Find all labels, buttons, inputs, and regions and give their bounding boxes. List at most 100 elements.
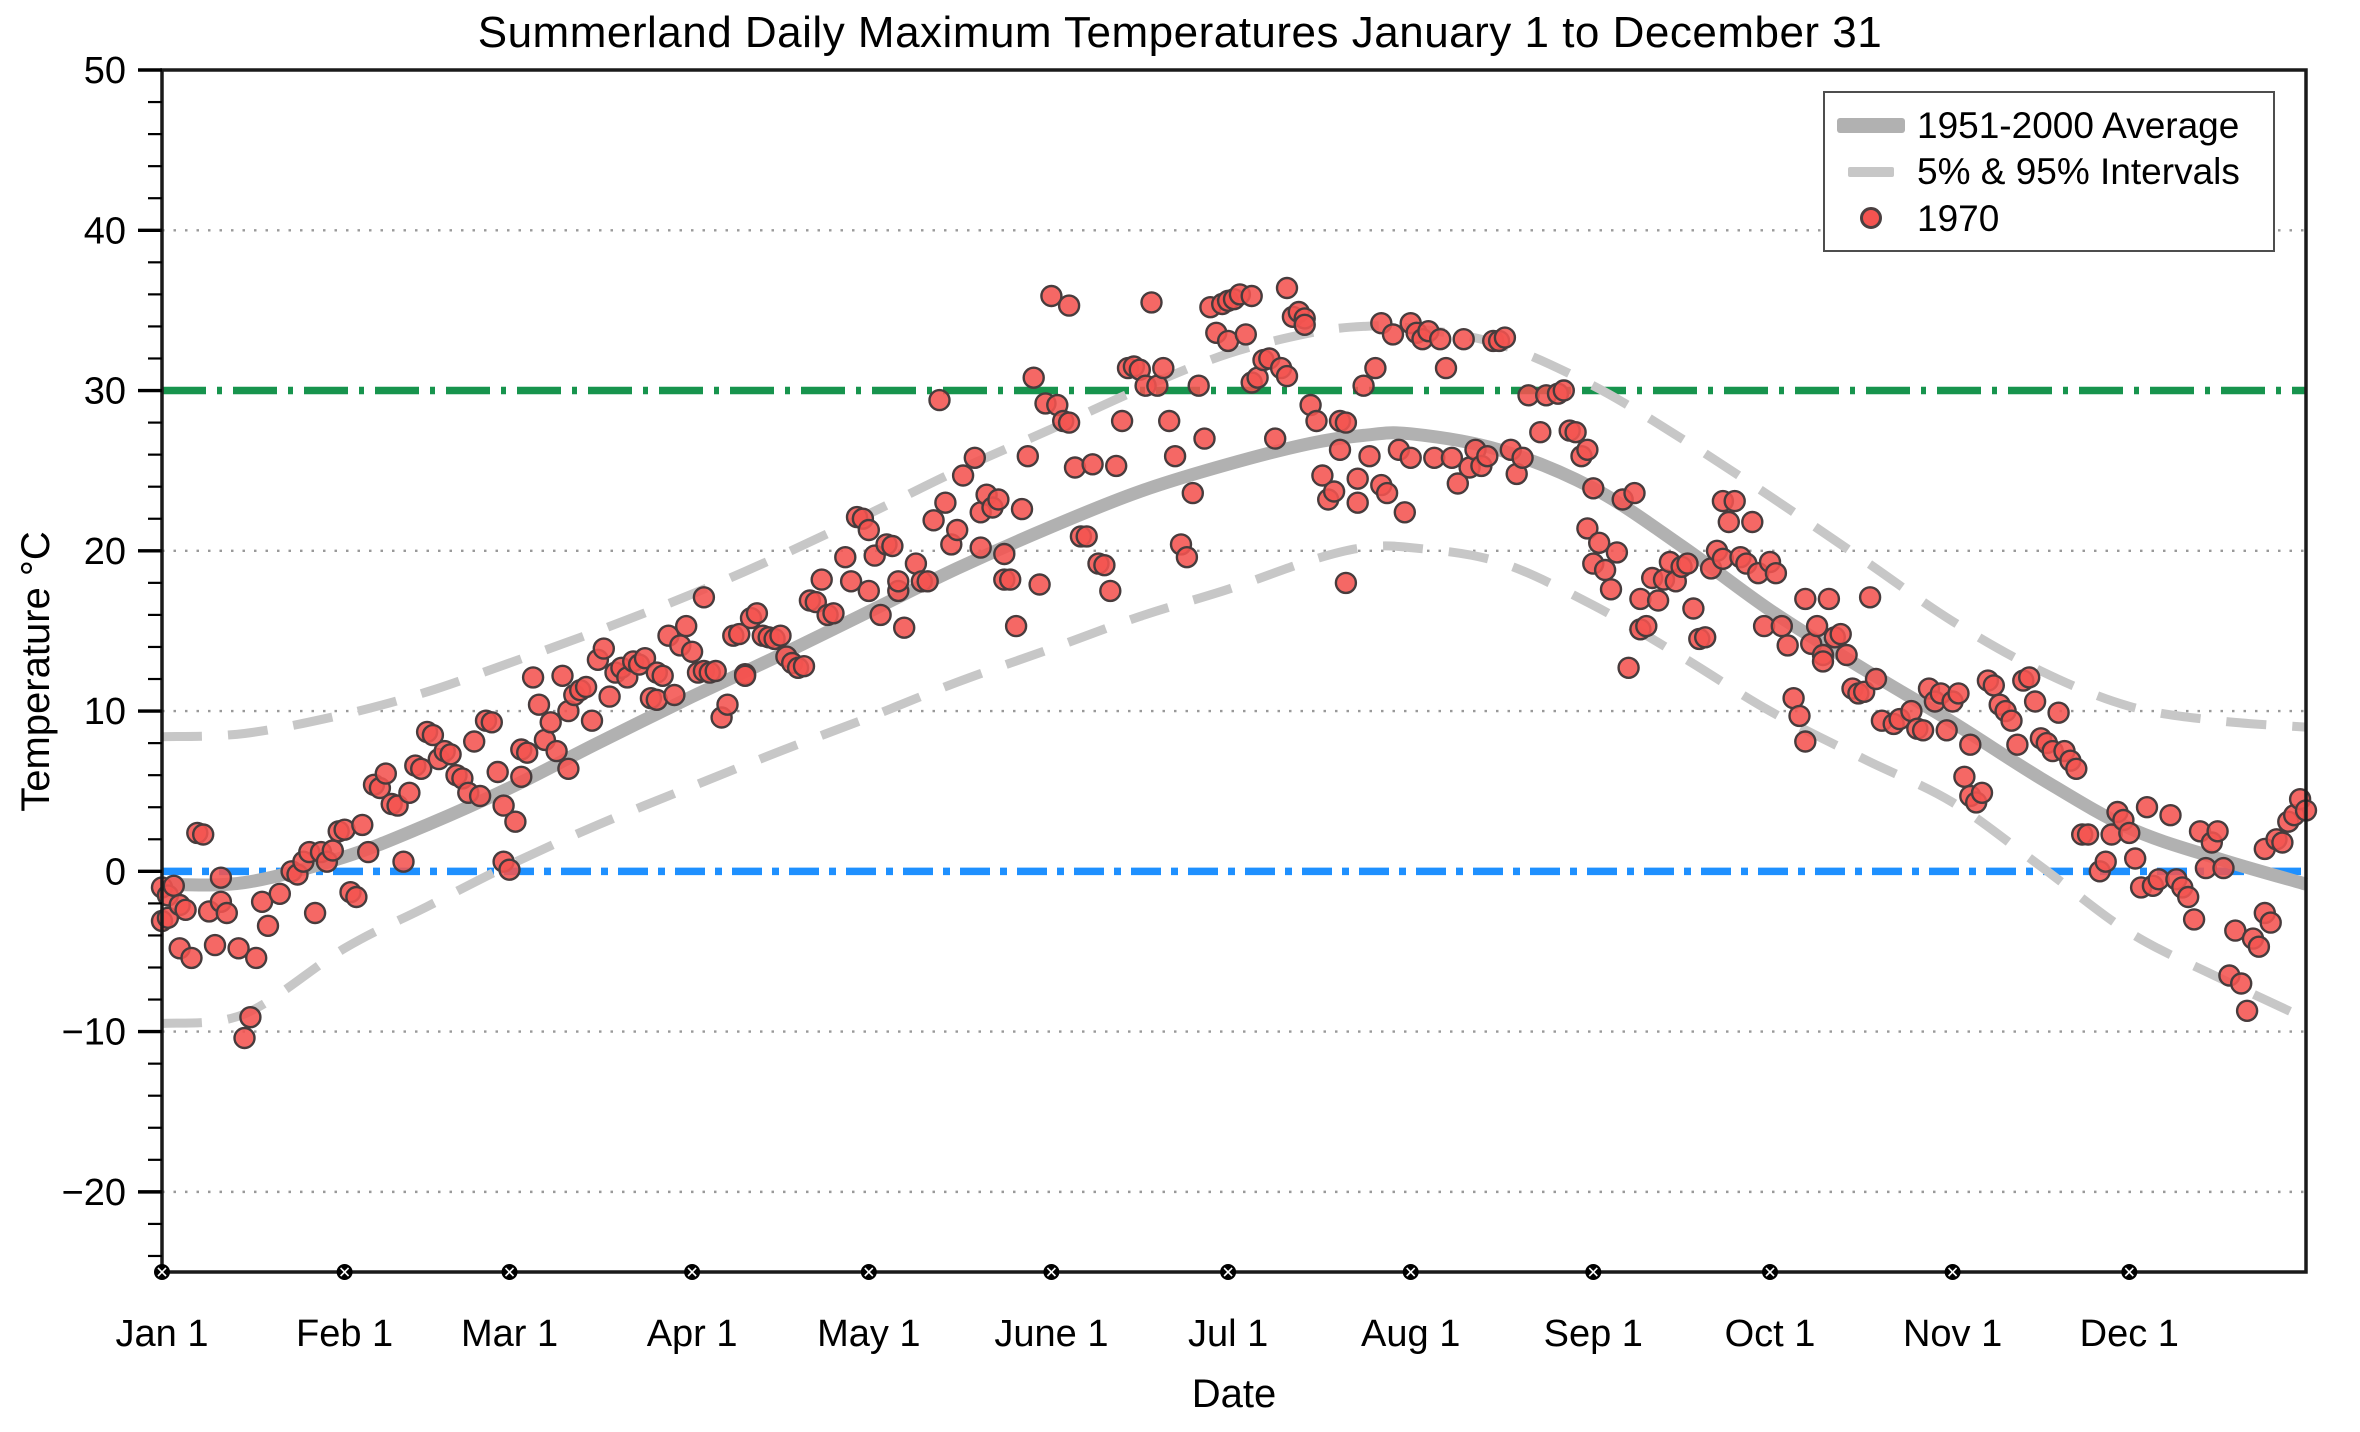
month-marker-cross bbox=[340, 1267, 350, 1277]
data-point-1970 bbox=[1334, 571, 1358, 595]
data-point-1970 bbox=[2006, 733, 2029, 756]
data-point-1970 bbox=[1582, 477, 1605, 500]
data-point-1970 bbox=[1364, 356, 1387, 380]
data-point-1970 bbox=[203, 933, 227, 957]
data-point-1970 bbox=[869, 603, 892, 627]
data-point-1970 bbox=[1764, 562, 1788, 585]
month-marker-cross bbox=[157, 1267, 167, 1277]
data-point-1970 bbox=[1358, 445, 1381, 468]
data-point-1970 bbox=[1010, 497, 1034, 521]
data-point-1970 bbox=[1057, 411, 1081, 434]
data-point-1970 bbox=[887, 570, 910, 593]
data-point-1970 bbox=[1346, 467, 1369, 490]
data-point-1970 bbox=[1040, 284, 1063, 308]
data-point-1970 bbox=[1140, 291, 1163, 314]
data-point-1970 bbox=[1452, 328, 1475, 351]
data-point-1970 bbox=[2176, 885, 2200, 909]
data-point-1970 bbox=[1434, 356, 1458, 380]
data-point-1970 bbox=[916, 570, 939, 593]
data-point-1970 bbox=[1552, 379, 1576, 402]
data-point-1970 bbox=[398, 781, 421, 804]
data-point-1970 bbox=[233, 1026, 256, 1050]
legend-item-label: 1951-2000 Average bbox=[1917, 104, 2240, 146]
data-point-1970 bbox=[1446, 472, 1470, 495]
data-point-1970 bbox=[2259, 911, 2282, 934]
data-point-1970 bbox=[1157, 409, 1181, 433]
data-point-1970 bbox=[934, 491, 957, 514]
data-point-1970 bbox=[1193, 427, 1216, 450]
x-tick-label: Feb 1 bbox=[296, 1313, 393, 1355]
data-point-1970 bbox=[504, 810, 527, 833]
legend-box: 1951-2000 Average 5% & 95% Intervals 197… bbox=[1823, 91, 2275, 252]
month-marker-cross bbox=[2124, 1267, 2134, 1277]
data-point-1970 bbox=[1511, 446, 1534, 469]
thick-gray-line-swatch bbox=[1825, 117, 1917, 133]
data-point-1970 bbox=[1564, 421, 1587, 444]
data-point-1970 bbox=[1805, 614, 1829, 638]
data-point-1970 bbox=[1375, 481, 1399, 505]
data-point-1970 bbox=[468, 784, 492, 808]
data-point-1970 bbox=[951, 464, 975, 487]
data-point-1970 bbox=[2271, 831, 2294, 854]
data-point-1970 bbox=[521, 666, 545, 689]
data-point-1970 bbox=[1770, 614, 1794, 638]
data-point-1970 bbox=[1428, 328, 1452, 351]
data-point-1970 bbox=[1717, 510, 1741, 534]
data-point-1970 bbox=[592, 637, 615, 660]
data-point-1970 bbox=[963, 446, 986, 469]
data-point-1970 bbox=[2094, 850, 2117, 873]
data-point-1970 bbox=[893, 616, 916, 639]
x-tick-label: Oct 1 bbox=[1725, 1313, 1816, 1355]
data-point-1970 bbox=[1016, 445, 1040, 468]
data-point-1970 bbox=[557, 757, 580, 780]
data-point-1970 bbox=[1440, 446, 1464, 469]
average-curve bbox=[161, 426, 2308, 892]
data-point-1970 bbox=[2000, 709, 2023, 732]
data-point-1970 bbox=[351, 813, 374, 837]
data-point-1970 bbox=[374, 762, 397, 785]
data-point-1970 bbox=[492, 794, 515, 817]
data-point-1970 bbox=[239, 1006, 262, 1029]
data-point-1970 bbox=[2159, 804, 2182, 827]
month-marker-cross bbox=[687, 1267, 697, 1277]
data-point-1970 bbox=[1311, 464, 1334, 487]
data-point-1970 bbox=[1493, 326, 1517, 349]
data-point-1970 bbox=[769, 624, 792, 647]
month-marker-cross bbox=[864, 1267, 874, 1277]
data-point-1970 bbox=[857, 518, 880, 542]
data-point-1970 bbox=[745, 602, 769, 625]
data-point-1970 bbox=[2235, 999, 2259, 1022]
data-point-1970 bbox=[999, 568, 1022, 591]
data-point-1970 bbox=[928, 388, 951, 412]
data-point-1970 bbox=[857, 579, 880, 603]
legend-item-1970: 1970 bbox=[1825, 200, 2273, 237]
data-point-1970 bbox=[1605, 541, 1629, 564]
data-point-1970 bbox=[215, 901, 239, 925]
x-tick-label: Nov 1 bbox=[1903, 1313, 2002, 1355]
data-point-1970 bbox=[663, 683, 686, 707]
y-tick-label: −20 bbox=[62, 1172, 126, 1214]
data-point-1970 bbox=[1599, 578, 1623, 601]
data-point-1970 bbox=[1163, 445, 1187, 468]
data-point-1970 bbox=[839, 570, 863, 593]
data-point-1970 bbox=[1234, 323, 1258, 346]
data-point-1970 bbox=[2047, 701, 2070, 724]
data-point-1970 bbox=[1947, 682, 1970, 705]
data-point-1970 bbox=[1794, 587, 1817, 611]
data-point-1970 bbox=[1175, 546, 1199, 569]
legend-item-average: 1951-2000 Average bbox=[1825, 107, 2273, 144]
data-point-1970 bbox=[810, 568, 833, 591]
data-point-1970 bbox=[1776, 634, 1799, 657]
data-point-1970 bbox=[191, 823, 215, 846]
x-tick-label: Mar 1 bbox=[461, 1313, 558, 1355]
y-tick-label: 50 bbox=[84, 50, 126, 92]
data-point-1970 bbox=[227, 937, 250, 960]
data-point-1970 bbox=[1817, 587, 1841, 611]
data-point-1970 bbox=[2065, 757, 2088, 780]
data-point-1970 bbox=[2023, 690, 2047, 713]
data-point-1970 bbox=[1104, 454, 1128, 478]
data-point-1970 bbox=[1057, 294, 1081, 317]
y-tick-label: −10 bbox=[62, 1012, 126, 1054]
